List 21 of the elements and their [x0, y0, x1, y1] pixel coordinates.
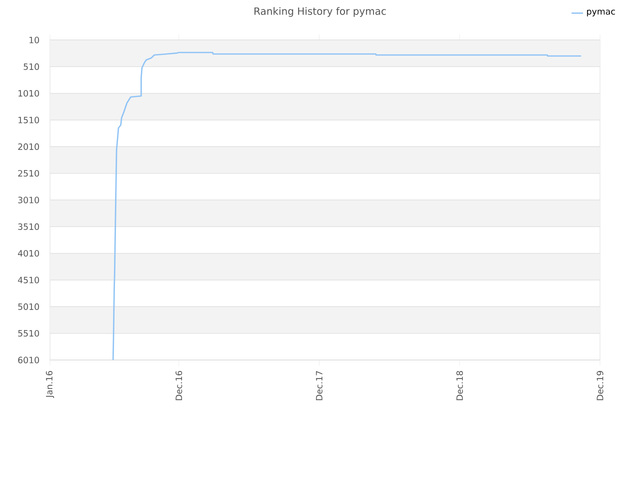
- y-tick-label: 3510: [18, 223, 40, 230]
- x-tick-label: Jan.16: [46, 370, 54, 398]
- x-tick-label: Dec.18: [456, 371, 463, 400]
- line-series: [112, 52, 582, 361]
- y-tick-label: 4010: [18, 250, 40, 257]
- y-tick-label: 5010: [18, 303, 40, 310]
- y-tick-label: 6010: [18, 356, 40, 364]
- y-tick-label: 1010: [18, 90, 40, 97]
- y-tick-label: 1510: [18, 116, 40, 124]
- y-tick-label: 2510: [18, 170, 40, 177]
- y-tick-label: 5510: [18, 330, 40, 337]
- y-tick-label: 510: [24, 63, 40, 70]
- y-tick-label: 4510: [18, 276, 40, 284]
- y-tick-label: 2010: [18, 143, 40, 150]
- x-tick-label: Dec.16: [176, 370, 182, 400]
- x-tick-label: Dec.17: [316, 371, 322, 400]
- legend-label: pymac: [587, 10, 615, 16]
- y-tick-label: 3010: [18, 196, 40, 204]
- y-tick-label: 10: [30, 36, 40, 44]
- chart-title: Ranking History for pymac: [254, 7, 386, 17]
- x-tick-label: Dec.19: [596, 371, 604, 400]
